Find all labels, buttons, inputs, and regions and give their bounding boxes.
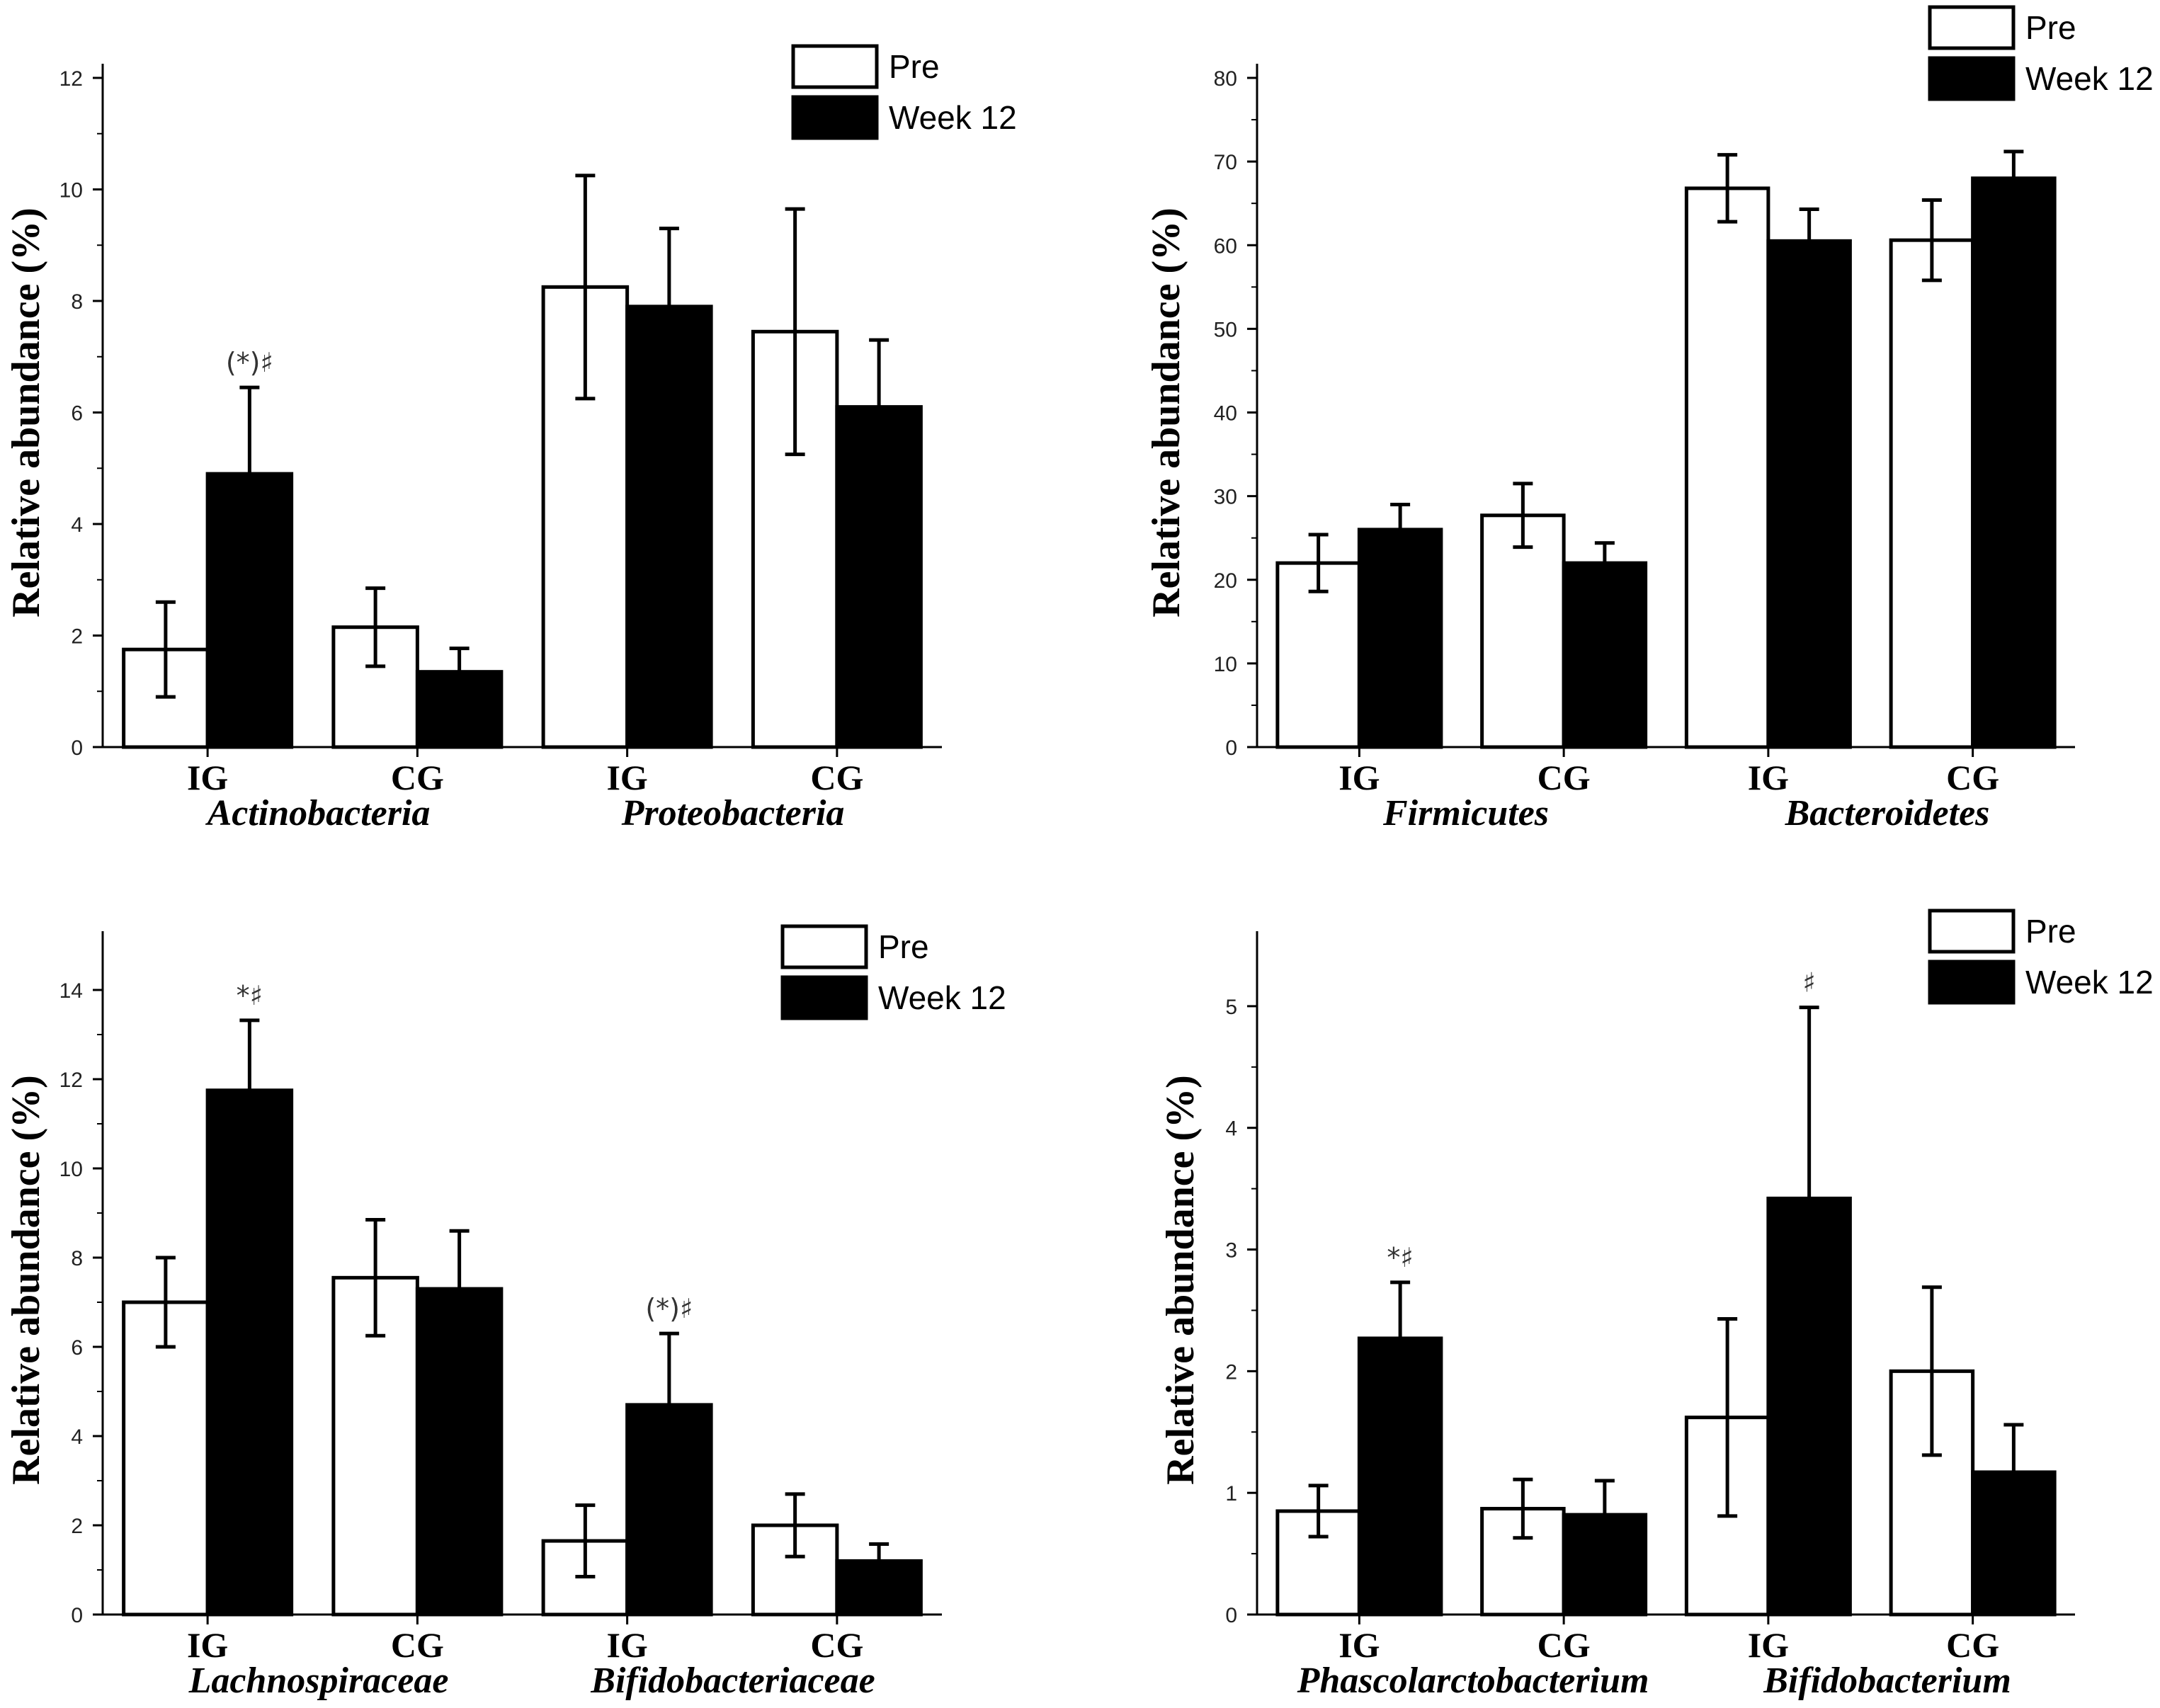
bar-pre [1889, 238, 1975, 749]
y-tick-label: 70 [1214, 151, 1237, 174]
y-tick-label: 4 [71, 1425, 83, 1449]
y-tick-label: 3 [1225, 1239, 1237, 1263]
y-tick-label: 0 [71, 736, 83, 760]
group-label: CG [1537, 1625, 1591, 1665]
y-tick-label: 0 [71, 1604, 83, 1627]
legend: Pre Week 12 [780, 924, 1006, 1020]
significance-annotation: (*)♯ [645, 1293, 693, 1324]
legend-label-week12: Week 12 [878, 979, 1006, 1016]
significance-annotation: *♯ [1387, 1242, 1413, 1273]
group-label: CG [1946, 1625, 1999, 1665]
group-label: CG [391, 758, 444, 797]
y-axis-label: Relative abundance (%) [1159, 1075, 1203, 1485]
taxon-label: Bifidobacteriaceae [590, 1661, 875, 1701]
y-tick-label: 0 [1225, 1604, 1237, 1627]
legend: Pre Week 12 [791, 44, 1017, 140]
legend: Pre Week 12 [1928, 5, 2154, 101]
group-label: CG [810, 1625, 863, 1665]
y-tick-label: 10 [59, 179, 83, 203]
bar-pre [1480, 513, 1566, 749]
taxon-label: Firmicutes [1382, 793, 1549, 833]
bar-week12 [1766, 239, 1852, 749]
legend-swatch-week12 [1928, 960, 2016, 1005]
taxon-label: Phascolarctobacterium [1297, 1661, 1649, 1701]
bar-pre [1684, 186, 1770, 749]
y-tick-label: 8 [71, 1247, 83, 1270]
group-label: IG [1748, 758, 1789, 797]
y-tick-label: 8 [71, 290, 83, 314]
legend-swatch-week12 [780, 975, 868, 1020]
legend-swatch-week12 [1928, 56, 2016, 101]
legend-label-pre: Pre [889, 48, 940, 85]
significance-annotation: ♯ [1802, 967, 1815, 998]
group-label: CG [810, 758, 863, 797]
legend-swatch-pre [1928, 5, 2016, 50]
y-tick-label: 5 [1225, 996, 1237, 1019]
bar-week12 [1971, 176, 2057, 749]
group-label: IG [606, 758, 647, 797]
legend-swatch-week12 [791, 95, 879, 140]
group-label: IG [606, 1625, 647, 1665]
bar-week12 [835, 405, 923, 749]
group-label: CG [1946, 758, 1999, 797]
y-tick-label: 4 [71, 513, 83, 537]
y-tick-label: 0 [1225, 736, 1237, 760]
y-tick-label: 80 [1214, 67, 1237, 91]
taxon-label: Actinobacteria [205, 793, 431, 833]
group-label: IG [187, 758, 228, 797]
y-axis-label: Relative abundance (%) [4, 1075, 48, 1485]
bar-pre [122, 1300, 210, 1617]
legend-label-pre: Pre [2025, 9, 2076, 46]
group-label: IG [1748, 1625, 1789, 1665]
y-tick-label: 60 [1214, 234, 1237, 258]
taxon-label: Proteobacteria [621, 793, 845, 833]
y-tick-label: 6 [71, 402, 83, 426]
y-tick-label: 30 [1214, 486, 1237, 509]
taxon-label: Lachnospiraceae [188, 1661, 449, 1701]
y-tick-label: 14 [59, 979, 83, 1003]
bar-week12 [1562, 561, 1648, 749]
taxon-label: Bifidobacterium [1763, 1661, 2011, 1701]
significance-annotation: *♯ [237, 980, 263, 1011]
y-tick-label: 40 [1214, 402, 1237, 426]
legend-swatch-pre [791, 44, 879, 89]
legend-label-week12: Week 12 [889, 99, 1017, 136]
y-tick-label: 2 [71, 1515, 83, 1538]
y-tick-label: 10 [1214, 653, 1237, 676]
panel-3: 0 2 4 6 8 10 12 14 Relative abundance (%) IG CG IG C… [4, 924, 1006, 1701]
group-label: IG [1338, 1625, 1380, 1665]
legend-swatch-pre [1928, 909, 2016, 954]
y-tick-label: 2 [1225, 1360, 1237, 1384]
significance-annotation: (*)♯ [226, 347, 273, 378]
group-label: IG [187, 1625, 228, 1665]
y-axis-label: Relative abundance (%) [4, 207, 48, 617]
y-tick-label: 6 [71, 1336, 83, 1360]
bar-pre [331, 625, 419, 749]
y-tick-label: 20 [1214, 569, 1237, 593]
bar-week12 [1357, 528, 1443, 749]
legend-label-week12: Week 12 [2025, 60, 2154, 97]
y-tick-label: 10 [59, 1158, 83, 1181]
legend: Pre Week 12 [1928, 909, 2154, 1005]
y-axis-label: Relative abundance (%) [1144, 207, 1188, 617]
panel-2: 0 10 20 30 40 50 60 70 80 Relative abundance (%) I… [1144, 5, 2154, 833]
legend-label-pre: Pre [2025, 913, 2076, 950]
y-tick-label: 2 [71, 625, 83, 649]
bar-week12 [205, 1088, 294, 1617]
group-label: CG [391, 1625, 444, 1665]
y-tick-label: 4 [1225, 1117, 1237, 1141]
y-tick-label: 12 [59, 1069, 83, 1092]
legend-label-pre: Pre [878, 928, 929, 965]
legend-swatch-pre [780, 924, 868, 969]
y-tick-label: 12 [59, 67, 83, 91]
y-tick-label: 1 [1225, 1482, 1237, 1505]
group-label: CG [1537, 758, 1591, 797]
group-label: IG [1338, 758, 1380, 797]
taxon-label: Bacteroidetes [1785, 793, 1990, 833]
y-tick-label: 50 [1214, 318, 1237, 341]
legend-label-week12: Week 12 [2025, 964, 2154, 1001]
